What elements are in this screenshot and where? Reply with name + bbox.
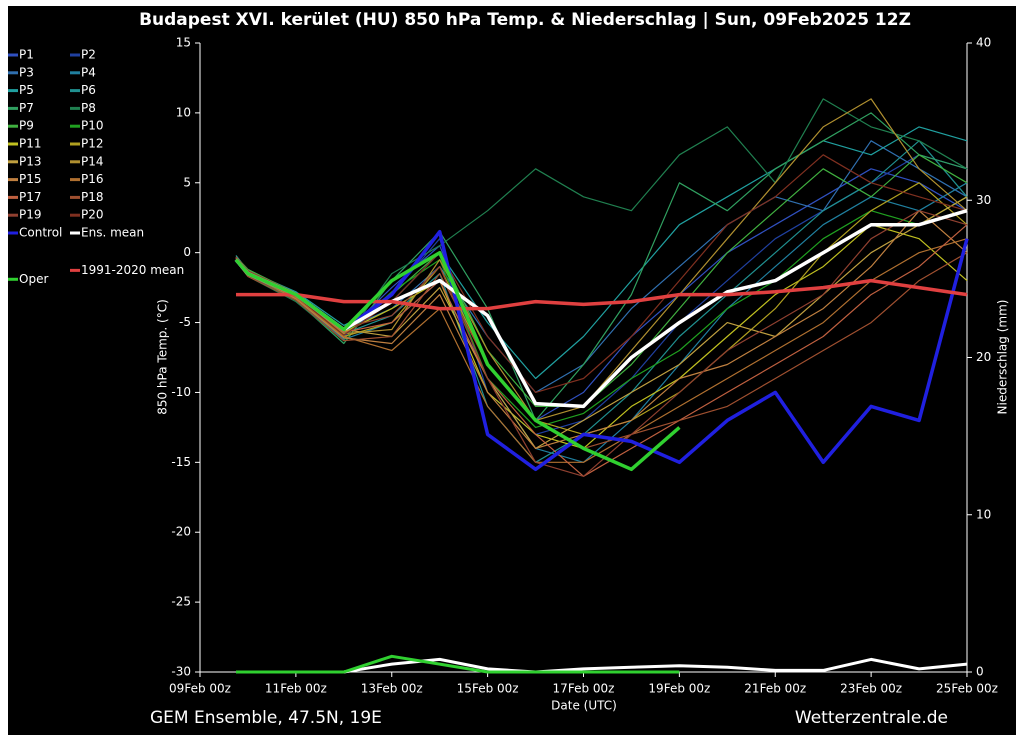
legend-label: P6 bbox=[81, 83, 96, 97]
y-tick-label: 5 bbox=[183, 175, 191, 189]
legend-label: Control bbox=[19, 226, 62, 240]
legend-label: P9 bbox=[19, 119, 34, 133]
legend-label: P11 bbox=[19, 137, 42, 151]
x-tick-label: 11Feb 00z bbox=[265, 682, 327, 696]
y2-axis-label: Niederschlag (mm) bbox=[996, 300, 1010, 415]
x-tick-label: 09Feb 00z bbox=[169, 682, 231, 696]
legend-label: P14 bbox=[81, 154, 104, 168]
y2-tick-label: 30 bbox=[976, 193, 991, 207]
legend-label: P16 bbox=[81, 172, 104, 186]
x-axis-label: Date (UTC) bbox=[551, 699, 617, 713]
y-tick-label: 10 bbox=[176, 105, 191, 119]
legend-label: P13 bbox=[19, 154, 42, 168]
legend-label: P19 bbox=[19, 208, 42, 222]
y2-tick-label: 10 bbox=[976, 507, 991, 521]
x-tick-label: 15Feb 00z bbox=[457, 682, 519, 696]
legend-label: Ens. mean bbox=[81, 226, 144, 240]
x-tick-label: 25Feb 00z bbox=[936, 682, 998, 696]
legend-label: P12 bbox=[81, 137, 104, 151]
legend-label: P5 bbox=[19, 83, 34, 97]
precip-line bbox=[236, 654, 680, 674]
temp-line bbox=[236, 278, 968, 311]
y-tick-label: -20 bbox=[171, 525, 191, 539]
y2-tick-label: 0 bbox=[976, 665, 984, 679]
chart-title: Budapest XVI. kerület (HU) 850 hPa Temp.… bbox=[139, 10, 911, 30]
legend-label: 1991-2020 mean bbox=[81, 263, 184, 277]
legend-label: P20 bbox=[81, 208, 104, 222]
y2-tick-label: 20 bbox=[976, 350, 991, 364]
legend-label: P18 bbox=[81, 190, 104, 204]
temp-line bbox=[235, 154, 968, 393]
x-tick-label: 13Feb 00z bbox=[361, 682, 423, 696]
subtitle: GEM Ensemble, 47.5N, 19E bbox=[150, 708, 382, 728]
y-tick-label: 15 bbox=[176, 36, 191, 50]
legend-label: P15 bbox=[19, 172, 42, 186]
y-tick-label: -25 bbox=[171, 595, 191, 609]
temp-line bbox=[235, 126, 968, 380]
y-tick-label: -15 bbox=[171, 455, 191, 469]
x-tick-label: 17Feb 00z bbox=[553, 682, 615, 696]
y2-tick-label: 40 bbox=[976, 36, 991, 50]
temp-line bbox=[234, 250, 681, 472]
y-tick-label: -10 bbox=[171, 385, 191, 399]
legend-label: P8 bbox=[81, 101, 96, 115]
x-tick-label: 23Feb 00z bbox=[840, 682, 902, 696]
x-tick-label: 21Feb 00z bbox=[744, 682, 806, 696]
source: Wetterzentrale.de bbox=[795, 708, 948, 728]
y-axis-label: 850 hPa Temp. (°C) bbox=[156, 299, 170, 415]
legend-label: P3 bbox=[19, 65, 34, 79]
legend-label: P4 bbox=[81, 65, 96, 79]
x-tick-label: 19Feb 00z bbox=[648, 682, 710, 696]
temp-line bbox=[235, 238, 968, 463]
legend-label: P1 bbox=[19, 48, 34, 62]
y-tick-label: 0 bbox=[183, 245, 191, 259]
legend-label: Oper bbox=[19, 272, 48, 286]
legend-label: P2 bbox=[81, 48, 96, 62]
legend-label: P7 bbox=[19, 101, 34, 115]
temp-line bbox=[235, 112, 968, 421]
background bbox=[8, 6, 1016, 735]
y-tick-label: -5 bbox=[179, 315, 191, 329]
y-tick-label: -30 bbox=[171, 665, 191, 679]
legend-label: P17 bbox=[19, 190, 42, 204]
legend-label: P10 bbox=[81, 119, 104, 133]
